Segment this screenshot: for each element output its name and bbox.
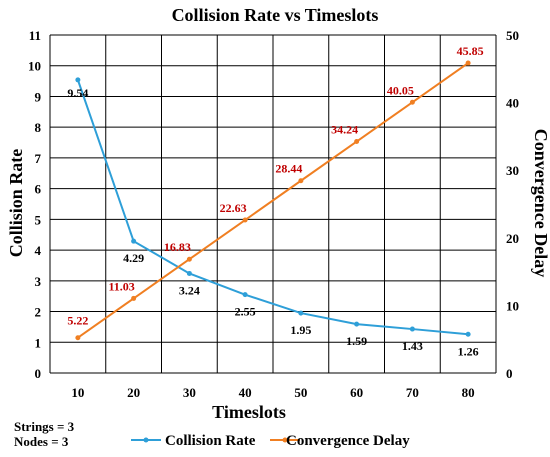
collision-rate-data-label: 1.26 [458, 344, 479, 358]
right-axis-title: Convergence Delay [531, 129, 550, 277]
left-tick-label: 0 [35, 366, 42, 381]
legend-convergence-delay-label: Convergence Delay [286, 433, 410, 449]
note-strings: Strings = 3 [14, 419, 75, 434]
x-axis-title: Timeslots [212, 402, 286, 422]
x-tick-label: 30 [183, 385, 196, 400]
left-tick-label: 4 [35, 243, 42, 258]
collision-rate-data-label: 2.55 [235, 305, 256, 319]
legend-collision-rate-marker [143, 437, 149, 443]
series-group [75, 60, 471, 341]
collision-rate-data-label: 3.24 [179, 283, 200, 297]
convergence-delay-point [409, 99, 415, 105]
left-tick-label: 7 [35, 151, 42, 166]
collision-rate-point [298, 310, 304, 316]
legend-collision-rate-label: Collision Rate [165, 433, 256, 449]
convergence-delay-point [298, 178, 304, 184]
convergence-delay-point [131, 295, 137, 301]
right-tick-label: 10 [506, 298, 519, 313]
right-tick-label: 50 [506, 28, 519, 43]
left-tick-label: 1 [35, 335, 42, 350]
collision-rate-data-label: 4.29 [123, 251, 144, 265]
collision-rate-line [76, 79, 469, 336]
legend-convergence-delay-marker [282, 437, 288, 443]
x-tick-label: 10 [71, 385, 84, 400]
collision-rate-data-label: 1.43 [402, 339, 423, 353]
convergence-delay-point [354, 139, 360, 145]
x-tick-label: 80 [462, 385, 475, 400]
left-tick-label: 5 [35, 212, 42, 227]
convergence-delay-point [465, 60, 471, 66]
convergence-delay-data-label: 5.22 [67, 314, 88, 328]
chart-title: Collision Rate vs Timeslots [172, 5, 379, 25]
convergence-delay-data-label: 11.03 [108, 279, 134, 293]
convergence-delay-data-label: 40.05 [387, 83, 414, 97]
collision-rate-data-label: 9.54 [67, 86, 88, 100]
collision-rate-point [131, 238, 137, 244]
left-tick-label: 6 [35, 182, 42, 197]
left-axis-title: Collision Rate [6, 149, 26, 258]
collision-rate-point [465, 331, 471, 337]
convergence-delay-data-label: 22.63 [220, 201, 247, 215]
convergence-delay-point [242, 217, 248, 223]
convergence-delay-data-label: 45.85 [457, 44, 484, 58]
collision-rate-point [75, 77, 81, 83]
legend: Collision Rate Convergence Delay [131, 433, 410, 449]
data-labels: 9.54 4.29 3.24 2.55 1.95 1.59 1.43 1.26 5.22 11.0… [67, 44, 483, 358]
left-tick-label: 8 [35, 120, 42, 135]
x-tick-label: 40 [239, 385, 252, 400]
left-tick-label: 10 [28, 59, 41, 74]
right-tick-label: 30 [506, 163, 519, 178]
x-tick-label: 50 [294, 385, 307, 400]
convergence-delay-data-label: 28.44 [275, 162, 302, 176]
convergence-delay-data-label: 16.83 [164, 240, 191, 254]
grid [49, 34, 497, 374]
left-axis-ticks: 0 1 2 3 4 5 6 7 8 9 10 11 [28, 28, 42, 381]
collision-rate-point [186, 270, 192, 276]
x-axis-ticks: 10 20 30 40 50 60 70 80 [71, 385, 474, 400]
collision-rate-point [242, 292, 248, 298]
note-nodes: Nodes = 3 [14, 434, 69, 449]
left-tick-label: 2 [35, 305, 42, 320]
collision-rate-point [409, 326, 415, 332]
right-tick-label: 0 [506, 366, 513, 381]
x-tick-label: 70 [406, 385, 419, 400]
convergence-delay-point [186, 256, 192, 262]
convergence-delay-line [77, 62, 469, 339]
collision-rate-point [354, 321, 360, 327]
collision-rate-data-label: 1.59 [346, 334, 367, 348]
x-tick-label: 20 [127, 385, 140, 400]
convergence-delay-data-label: 34.24 [331, 123, 358, 137]
left-tick-label: 11 [29, 28, 41, 43]
collision-rate-data-label: 1.95 [290, 323, 311, 337]
left-tick-label: 3 [35, 274, 42, 289]
convergence-delay-point [75, 335, 81, 341]
left-tick-label: 9 [35, 89, 42, 104]
right-axis-ticks: 0 10 20 30 40 50 [506, 28, 519, 381]
right-tick-label: 20 [506, 231, 519, 246]
right-tick-label: 40 [506, 96, 519, 111]
x-tick-label: 60 [350, 385, 363, 400]
